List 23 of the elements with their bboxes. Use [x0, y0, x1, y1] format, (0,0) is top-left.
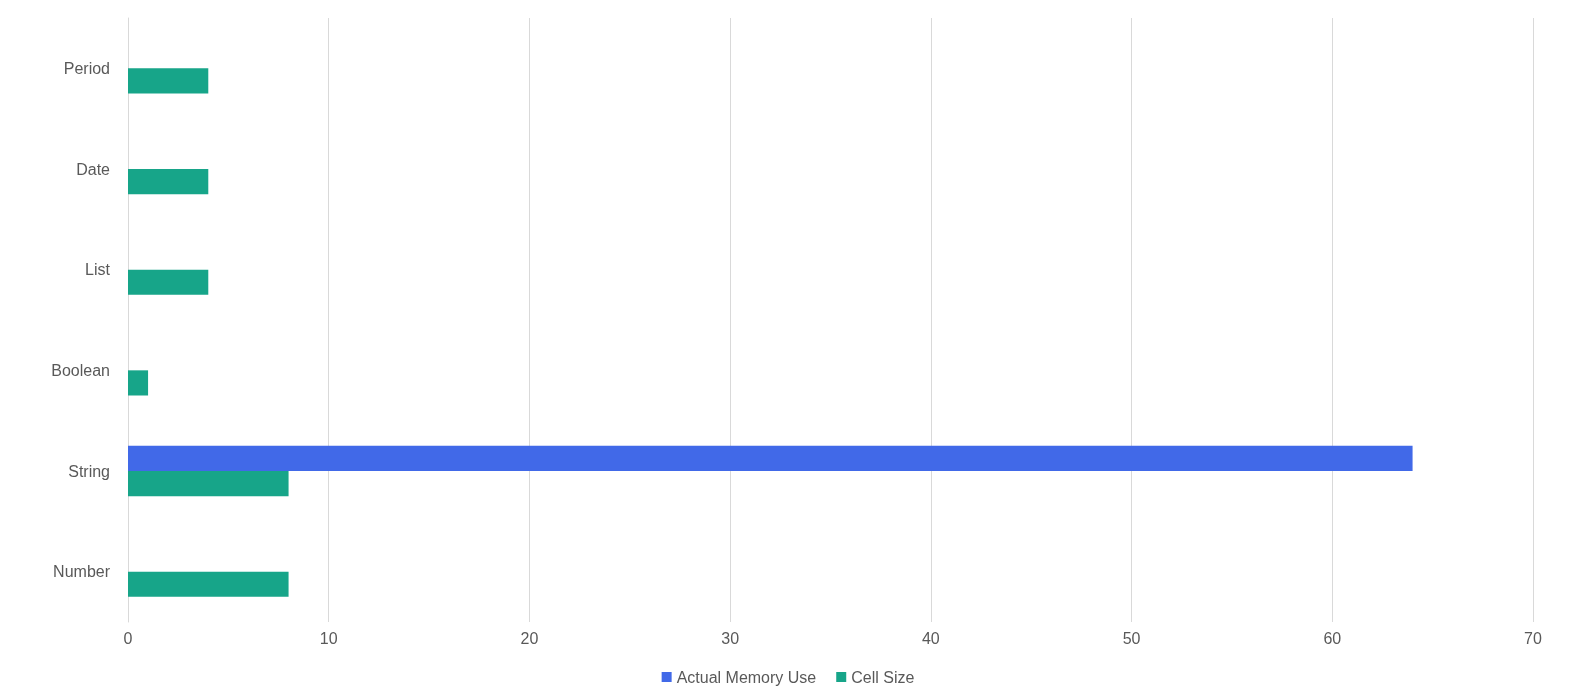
- x-tick-label: 30: [721, 629, 740, 647]
- y-tick-label: Boolean: [51, 361, 110, 379]
- bar: [128, 68, 209, 94]
- bar: [128, 445, 1413, 471]
- x-tick-label: 50: [1122, 629, 1141, 647]
- y-tick-label: Period: [63, 59, 110, 77]
- x-tick-label: 70: [1524, 629, 1542, 647]
- y-tick-label: String: [68, 462, 110, 480]
- y-tick-label: List: [85, 261, 111, 279]
- x-tick-label: 20: [520, 629, 539, 647]
- x-tick-label: 40: [921, 629, 940, 647]
- x-tick-label: 0: [123, 629, 133, 647]
- bar: [128, 471, 289, 497]
- x-tick-label: 10: [319, 629, 338, 647]
- x-tick-label: 60: [1323, 629, 1342, 647]
- y-tick-label: Number: [53, 563, 111, 581]
- y-tick-label: Date: [76, 160, 111, 178]
- bar: [128, 571, 289, 597]
- bar: [128, 370, 149, 396]
- bar: [128, 269, 209, 295]
- legend-label: Actual Memory Use: [676, 668, 817, 686]
- bar: [128, 169, 209, 195]
- legend-label: Cell Size: [851, 668, 915, 686]
